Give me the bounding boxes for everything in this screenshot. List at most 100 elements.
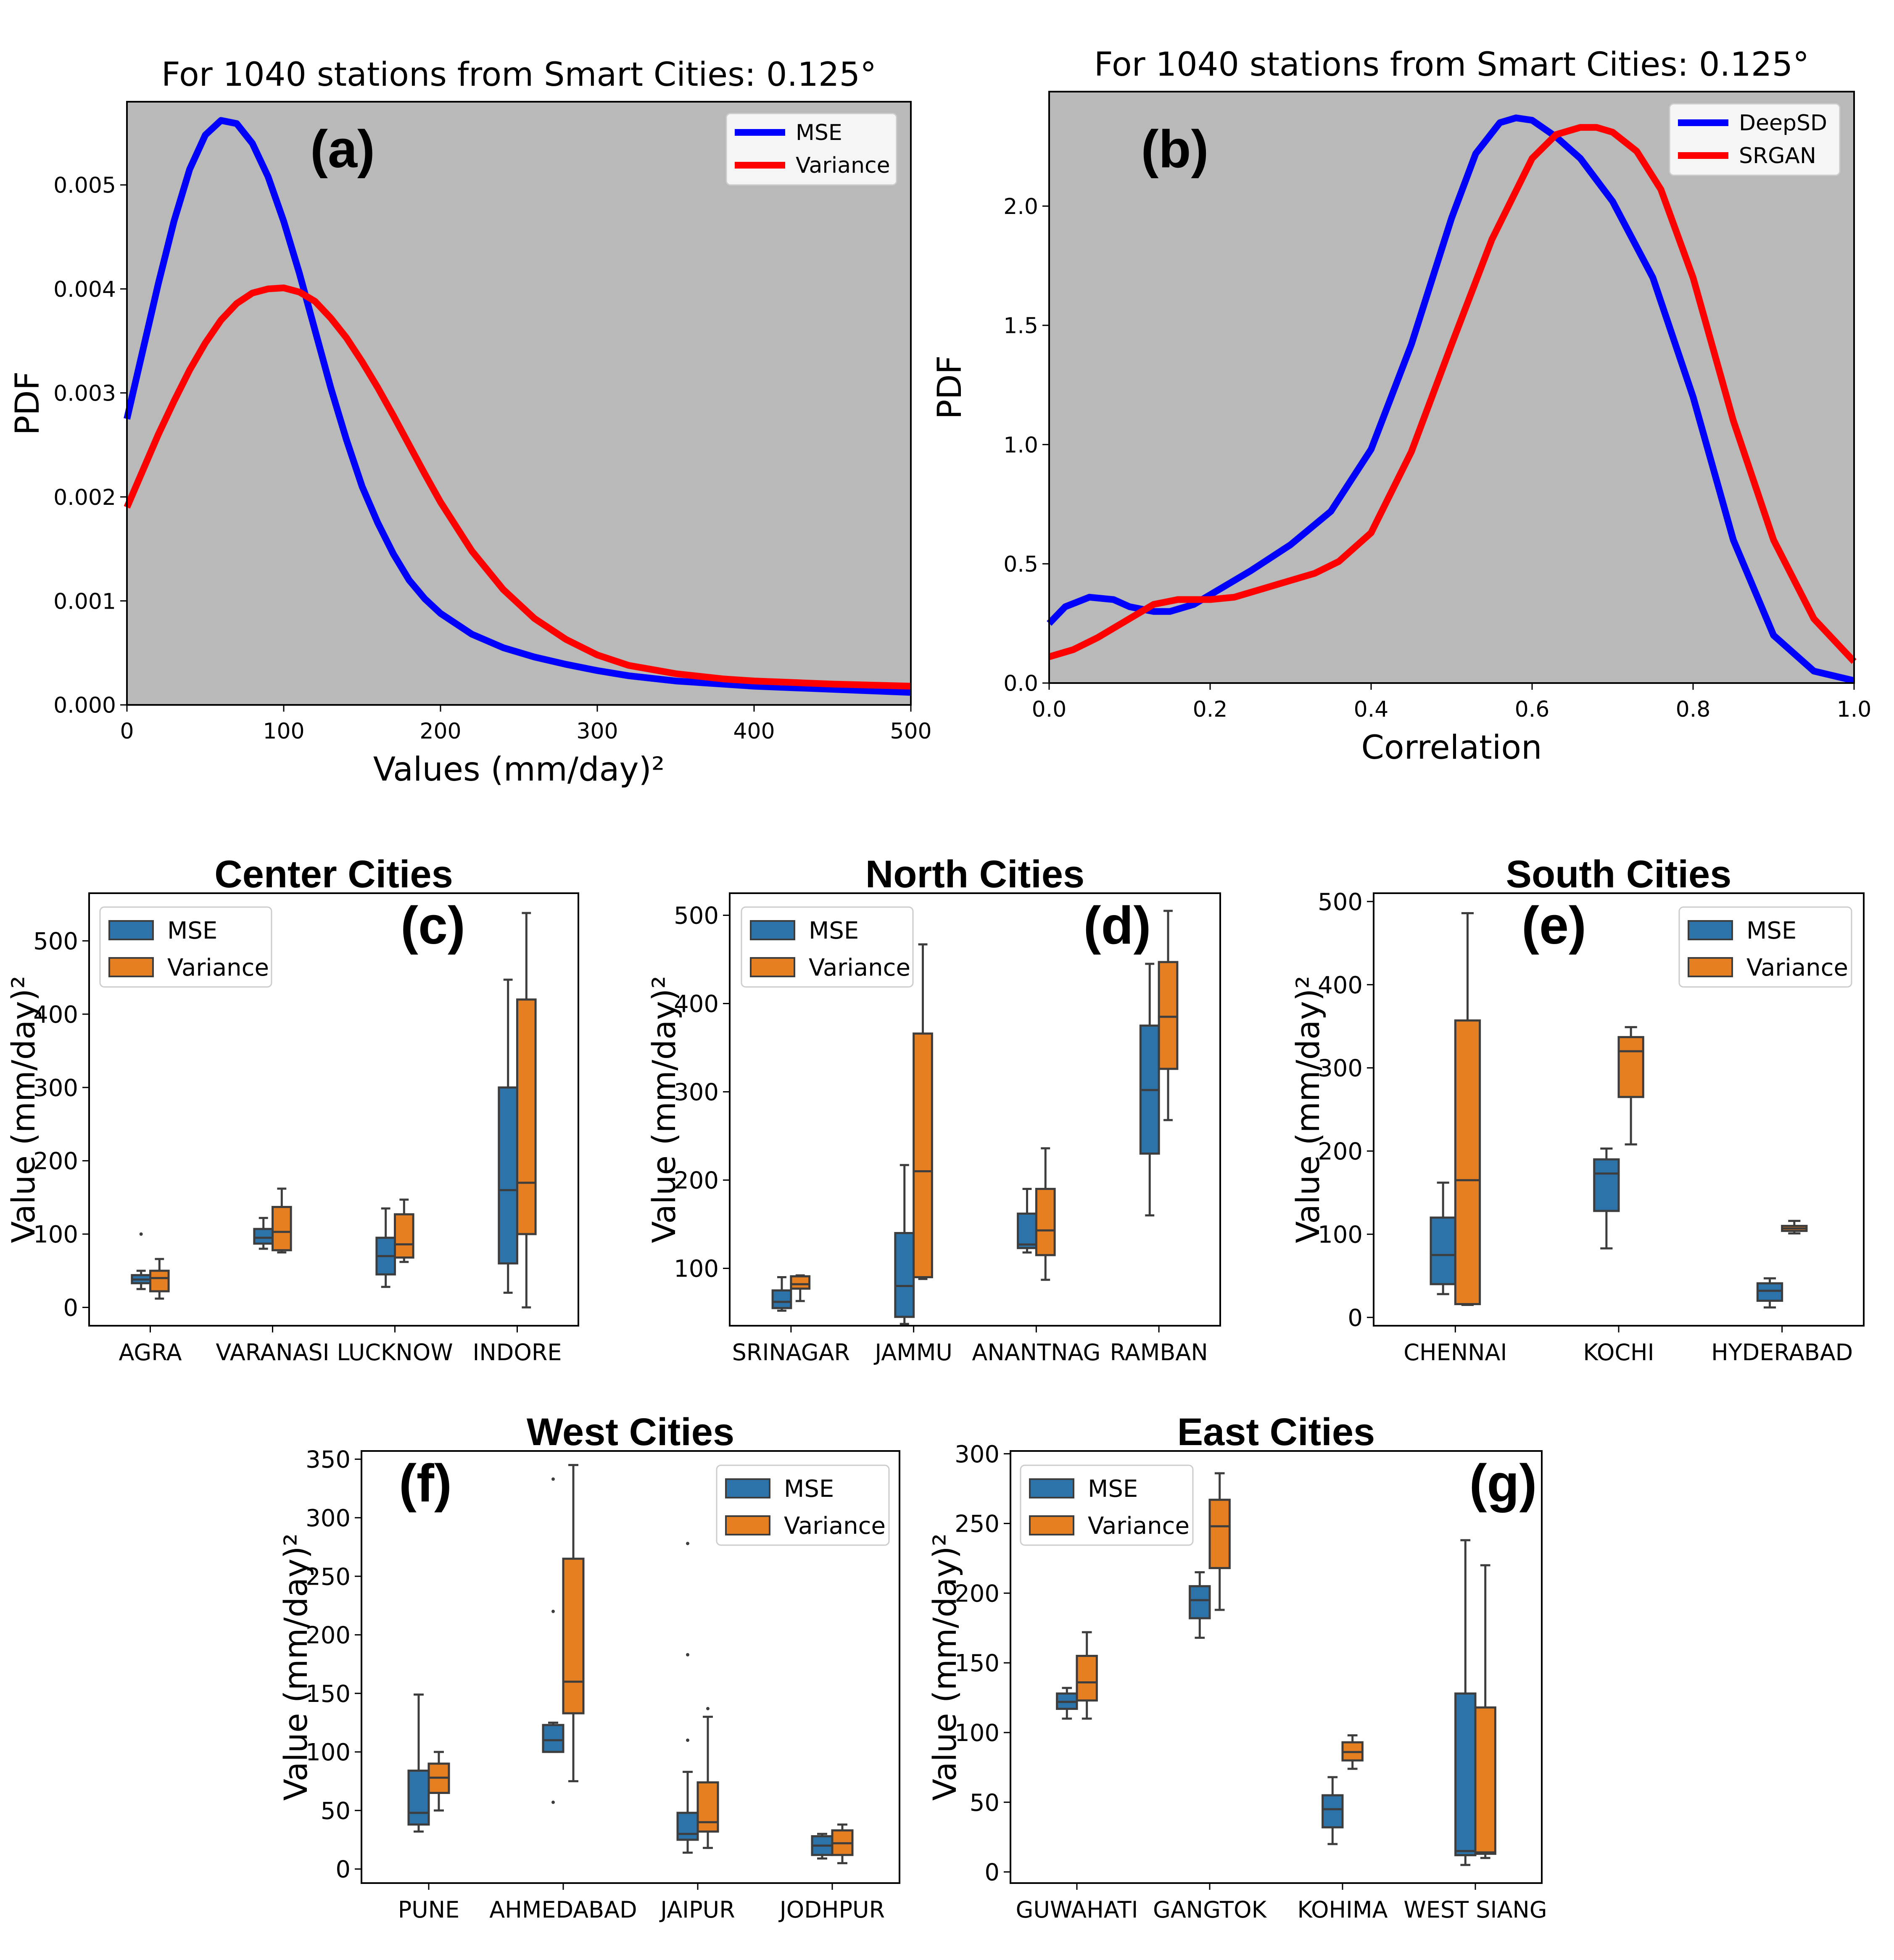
- x-tick-label: CHENNAI: [1403, 1339, 1507, 1366]
- legend-label: MSE: [167, 917, 217, 944]
- chart-title: East Cities: [1177, 1411, 1375, 1454]
- box-variance-west-siang: [1474, 1564, 1496, 1859]
- box-mse-pune: [407, 1693, 430, 1833]
- y-axis-label: Value (mm/day)²: [1289, 976, 1327, 1243]
- box-body: [407, 1770, 430, 1826]
- box-variance-gangtok: [1208, 1472, 1231, 1611]
- x-tick-label: GANGTOK: [1153, 1897, 1267, 1923]
- box-mse-jodhpur: [811, 1833, 834, 1860]
- plot-area: [1049, 92, 1854, 683]
- y-tick-label: 500: [1318, 889, 1363, 916]
- panel-g: East Cities 0 50 100 150 200 250 300 Value (mm/d…: [926, 1411, 1547, 1923]
- axes-frame: [126, 101, 912, 706]
- box-variance-guwahati: [1076, 1631, 1098, 1720]
- x-tick-label: ANANTNAG: [972, 1339, 1100, 1366]
- box-body: [149, 1269, 170, 1293]
- y-tick-label: 100: [306, 1739, 351, 1766]
- box-variance-ramban: [1158, 910, 1179, 1121]
- x-tick-label: JAMMU: [873, 1339, 952, 1366]
- legend: MSE Variance: [741, 906, 914, 988]
- box-body: [1017, 1212, 1037, 1249]
- chart-title: West Cities: [527, 1411, 734, 1454]
- box-body: [1617, 1036, 1644, 1098]
- y-tick-label: 0: [335, 1856, 351, 1883]
- panel-label: (d): [1084, 896, 1151, 955]
- x-tick-label: 0.0: [1032, 697, 1067, 722]
- box-body: [1035, 1188, 1056, 1256]
- legend-label: MSE: [809, 917, 859, 944]
- box-variance-jodhpur: [831, 1823, 854, 1865]
- x-tick-label: 300: [576, 719, 618, 744]
- legend-swatch-mse: [750, 920, 795, 940]
- y-tick-label: 0: [1348, 1304, 1363, 1332]
- y-tick-label: 100: [674, 1256, 719, 1283]
- series-line-srgan: [1048, 124, 1857, 664]
- legend: MSE Variance: [1020, 1464, 1194, 1546]
- axes-frame: [1373, 892, 1865, 1327]
- flier-point: [686, 1738, 689, 1742]
- panel-c: Center Cities 0 100 200 300 400 500 Value (mm/d…: [5, 853, 579, 1366]
- box-body: [498, 1086, 518, 1265]
- x-tick-label: 0.2: [1193, 697, 1228, 722]
- box-variance-agra: [149, 1258, 170, 1300]
- box-variance-indore: [516, 912, 537, 1308]
- box-variance-pune: [427, 1751, 450, 1812]
- x-tick-label: 0.4: [1354, 697, 1389, 722]
- x-tick-label: AHMEDABAD: [489, 1897, 637, 1923]
- box-body: [1076, 1654, 1098, 1702]
- box-body: [272, 1206, 292, 1251]
- x-tick-label: GUWAHATI: [1016, 1897, 1138, 1923]
- legend-label: SRGAN: [1739, 143, 1816, 169]
- panel-label: (e): [1522, 896, 1586, 955]
- y-tick-label: 150: [306, 1680, 351, 1708]
- y-tick-label: 1.0: [1003, 433, 1038, 458]
- box-body: [1474, 1706, 1496, 1855]
- box-body: [1430, 1216, 1456, 1285]
- y-axis-label: PDF: [9, 372, 47, 435]
- box-mse-jammu: [894, 1164, 915, 1325]
- box-variance-anantnag: [1035, 1147, 1056, 1281]
- x-tick-label: 200: [419, 719, 461, 744]
- flier-point: [551, 1477, 555, 1481]
- legend-label: Variance: [167, 954, 269, 981]
- panel-b: For 1040 stations from Smart Cities: 0.1…: [931, 46, 1871, 767]
- x-tick-label: RAMBAN: [1110, 1339, 1208, 1366]
- legend-swatch-mse: [1688, 920, 1733, 940]
- y-tick-label: 0.000: [53, 693, 116, 718]
- box-mse-agra: [131, 1232, 152, 1290]
- y-tick-label: 300: [1318, 1055, 1363, 1082]
- y-axis-label: Value (mm/day)²: [645, 976, 683, 1243]
- x-tick-label: 100: [263, 719, 304, 744]
- box-body: [913, 1032, 933, 1278]
- y-tick-label: 400: [1318, 972, 1363, 999]
- legend-label: Variance: [784, 1512, 886, 1540]
- flier-point: [139, 1232, 143, 1236]
- box-mse-anantnag: [1017, 1188, 1037, 1254]
- legend-swatch-mse: [725, 1478, 770, 1498]
- y-axis-label: Value (mm/day)²: [926, 1533, 963, 1801]
- box-variance-jammu: [913, 943, 933, 1280]
- x-tick-label: KOHIMA: [1297, 1897, 1388, 1923]
- box-body: [516, 998, 537, 1235]
- axes-frame: [1048, 91, 1855, 684]
- x-axis-label: Correlation: [1361, 729, 1542, 767]
- box-body: [1208, 1498, 1231, 1570]
- y-tick-label: 100: [33, 1221, 78, 1248]
- y-tick-label: 0: [63, 1295, 78, 1322]
- y-tick-label: 400: [33, 1001, 78, 1029]
- panel-label: (g): [1469, 1454, 1537, 1513]
- box-mse-jaipur: [676, 1542, 699, 1854]
- y-axis-label: PDF: [931, 356, 969, 419]
- legend-swatch-mse: [1029, 1478, 1074, 1498]
- y-tick-label: 0: [984, 1859, 1000, 1886]
- axes-frame: [361, 1450, 900, 1884]
- legend-label: Variance: [1746, 954, 1848, 981]
- series-line-variance: [124, 284, 911, 690]
- chart-title: For 1040 stations from Smart Cities: 0.1…: [1094, 46, 1809, 84]
- x-tick-label: JODHPUR: [778, 1897, 885, 1923]
- legend-swatch-variance: [1688, 957, 1733, 977]
- legend-label: DeepSD: [1739, 111, 1827, 136]
- y-tick-label: 400: [674, 991, 719, 1018]
- legend-label: Variance: [1088, 1512, 1190, 1540]
